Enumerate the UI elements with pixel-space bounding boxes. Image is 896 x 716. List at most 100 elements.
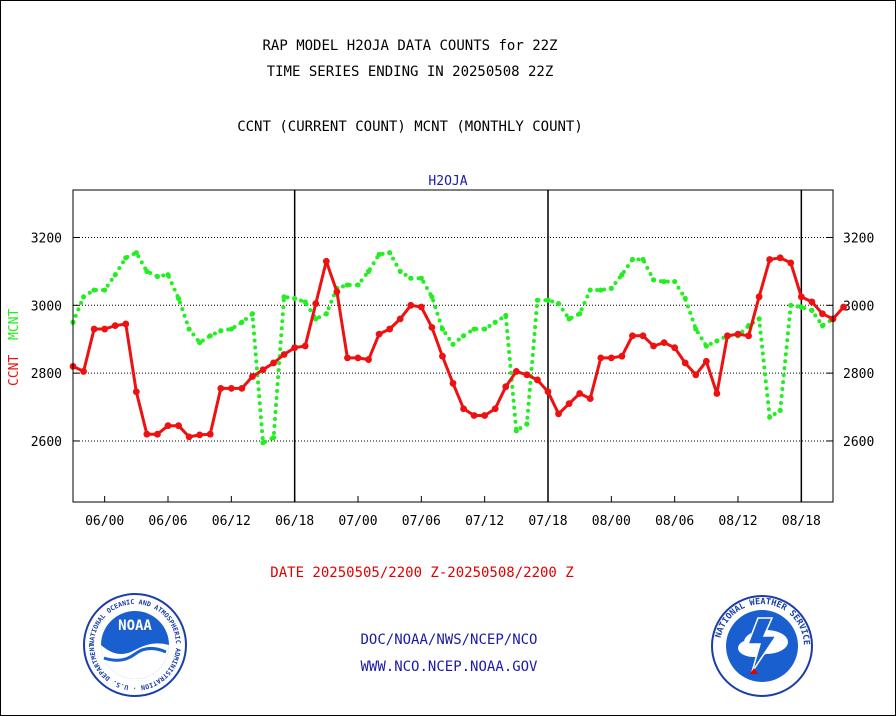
data-point-mcnt [323, 311, 329, 317]
axis-layer: 2600 2600 2800 2800 3000 3000 3200 3200 06/00 06/… [31, 231, 875, 529]
data-point-ccnt [523, 371, 531, 379]
data-point-ccnt [618, 352, 626, 360]
data-point-mcnt [112, 272, 118, 278]
data-point-mcnt [408, 275, 414, 281]
series-layer [69, 250, 847, 446]
data-point-mcnt [292, 295, 298, 302]
y-tick-right-3200: 3200 [843, 231, 874, 246]
nws-logo[interactable]: NATIONAL WEATHER SERVICE [710, 594, 814, 698]
data-point-mcnt [397, 268, 403, 274]
y-tick-right-2800: 2800 [843, 367, 874, 382]
data-point-ccnt [143, 430, 151, 438]
data-point-mcnt [608, 285, 614, 291]
data-point-ccnt [776, 254, 784, 262]
data-point-mcnt [281, 294, 287, 300]
data-point-ccnt [270, 359, 277, 367]
data-point-ccnt [639, 332, 647, 340]
data-point-ccnt [607, 354, 615, 362]
data-point-ccnt [745, 332, 752, 340]
data-point-mcnt [661, 278, 667, 285]
data-point-ccnt [154, 430, 161, 438]
plot-border [72, 189, 834, 503]
data-point-mcnt [418, 275, 424, 281]
data-point-ccnt [175, 422, 182, 430]
data-point-ccnt [417, 303, 425, 311]
series-line-mcnt [71, 250, 835, 445]
data-point-mcnt [555, 301, 562, 307]
data-point-ccnt [797, 293, 805, 301]
data-point-mcnt [798, 304, 804, 310]
data-point-mcnt [471, 326, 477, 332]
data-point-mcnt [482, 326, 488, 332]
data-point-mcnt [207, 333, 213, 339]
data-point-mcnt [756, 316, 762, 322]
x-tick-label: 07/00 [338, 514, 377, 529]
data-point-ccnt [544, 388, 552, 396]
grid-layer [73, 190, 833, 502]
data-point-ccnt [576, 390, 584, 397]
data-point-mcnt [629, 256, 636, 263]
data-point-ccnt [692, 371, 700, 379]
data-point-mcnt [672, 278, 678, 285]
data-point-ccnt [185, 433, 193, 441]
y-tick-left-3200: 3200 [31, 231, 62, 246]
data-point-ccnt [206, 430, 214, 438]
data-point-mcnt [503, 312, 509, 319]
data-point-mcnt [619, 272, 625, 278]
data-point-ccnt [439, 352, 446, 360]
x-tick-label: 07/18 [528, 514, 567, 529]
website-link[interactable]: WWW.NCO.NCEP.NOAA.GOV [360, 659, 538, 675]
x-tick-label: 06/18 [275, 514, 314, 529]
data-point-mcnt [693, 326, 699, 332]
data-point-mcnt [534, 297, 541, 303]
data-point-ccnt [227, 384, 235, 392]
data-point-mcnt [197, 340, 203, 346]
data-point-ccnt [333, 288, 341, 296]
data-point-ccnt [259, 366, 267, 374]
chart-title-line-1: RAP MODEL H2OJA DATA COUNTS for 22Z [262, 38, 558, 54]
data-point-ccnt [597, 354, 605, 362]
data-point-mcnt [450, 341, 456, 347]
y-tick-left-2800: 2800 [31, 367, 62, 382]
data-point-mcnt [186, 326, 192, 332]
data-point-ccnt [629, 332, 636, 340]
data-point-mcnt [249, 311, 256, 317]
data-point-mcnt [355, 282, 361, 288]
data-point-ccnt [291, 344, 299, 352]
data-point-ccnt [101, 325, 109, 333]
time-series-chart: H2OJA 2600 2600 2800 2800 3000 3000 3200 3200 06… [7, 174, 875, 529]
data-point-ccnt [354, 354, 362, 362]
data-point-ccnt [840, 303, 847, 311]
data-point-ccnt [196, 431, 204, 439]
data-point-mcnt [788, 302, 794, 308]
data-point-mcnt [809, 307, 815, 313]
data-point-mcnt [165, 272, 171, 278]
data-point-ccnt [470, 412, 478, 419]
data-point-mcnt [767, 414, 773, 420]
data-point-mcnt [365, 268, 372, 274]
data-point-mcnt [144, 268, 150, 274]
series-line-ccnt [72, 256, 845, 439]
data-point-mcnt [80, 294, 87, 300]
data-point-ccnt [502, 383, 510, 391]
org-path-text: DOC/NOAA/NWS/NCEP/NCO [360, 632, 538, 648]
data-point-ccnt [808, 298, 816, 306]
panel-title: H2OJA [428, 174, 467, 189]
chart-title-line-2: TIME SERIES ENDING IN 20250508 22Z [266, 64, 554, 80]
data-point-mcnt [228, 326, 234, 332]
x-tick-label: 08/06 [655, 514, 694, 529]
data-point-ccnt [460, 405, 467, 413]
data-point-ccnt [428, 323, 436, 331]
y-axis-label-mcnt: MCNT [7, 309, 22, 340]
data-point-mcnt [376, 251, 382, 258]
data-point-mcnt [714, 338, 720, 344]
noaa-logo[interactable]: NATIONAL OCEANIC AND ATMOSPHERIC ADMINIS… [82, 592, 188, 698]
data-point-ccnt [449, 379, 457, 387]
data-point-mcnt [239, 319, 245, 325]
data-point-ccnt [755, 293, 763, 301]
x-tick-label: 07/12 [465, 514, 504, 529]
data-point-mcnt [154, 273, 161, 280]
data-point-ccnt [111, 322, 119, 330]
x-tick-label: 08/00 [592, 514, 631, 529]
data-point-ccnt [681, 359, 689, 367]
